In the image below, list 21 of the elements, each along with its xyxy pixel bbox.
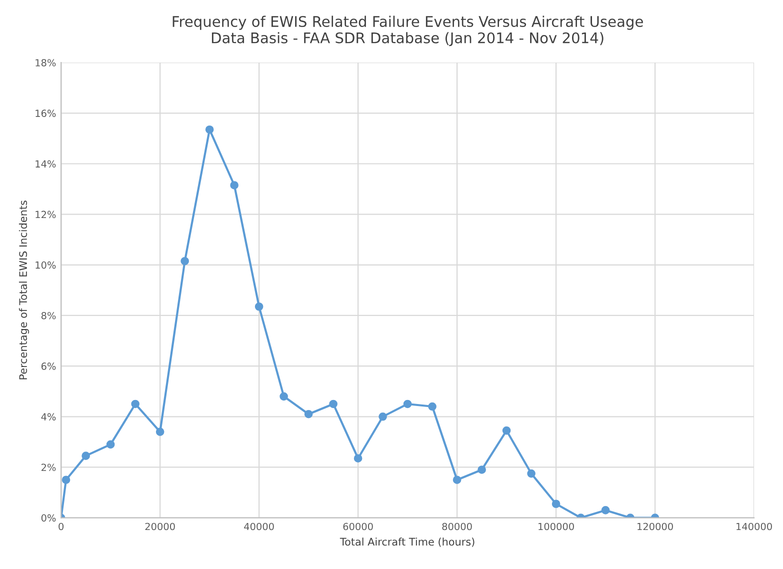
- x-tick-label: 40000: [244, 522, 274, 530]
- x-tick-label: 20000: [145, 522, 175, 530]
- y-tick-label: 10%: [36, 261, 56, 269]
- chart-title: Frequency of EWIS Related Failure Events Versus Aircraft Useage Data Basis - FAA SDR Database (Jan 2014 - Nov 2014): [172, 16, 643, 46]
- x-tick-label: 60000: [343, 522, 373, 530]
- y-tick-label: 4%: [41, 413, 56, 420]
- y-tick-label: 18%: [36, 59, 56, 66]
- y-tick-label: 6%: [41, 362, 56, 370]
- x-tick-label: 0: [58, 522, 64, 530]
- y-tick-label: 16%: [36, 110, 56, 117]
- x-tick-label: 140000: [736, 522, 772, 530]
- y-tick-label: 0%: [41, 514, 56, 522]
- x-tick-label: 80000: [442, 522, 472, 530]
- y-tick-label: 14%: [36, 160, 56, 168]
- x-tick-label: 120000: [638, 522, 673, 530]
- y-tick-label: 8%: [41, 312, 56, 320]
- y-tick-label: 2%: [42, 464, 56, 472]
- y-tick-label: 12%: [36, 210, 56, 218]
- x-tick-label: 100000: [538, 522, 574, 530]
- y-axis-title: Percentage of Total EWIS Incidents: [18, 200, 30, 380]
- x-axis-title: Total Aircraft Time (hours): [340, 538, 474, 547]
